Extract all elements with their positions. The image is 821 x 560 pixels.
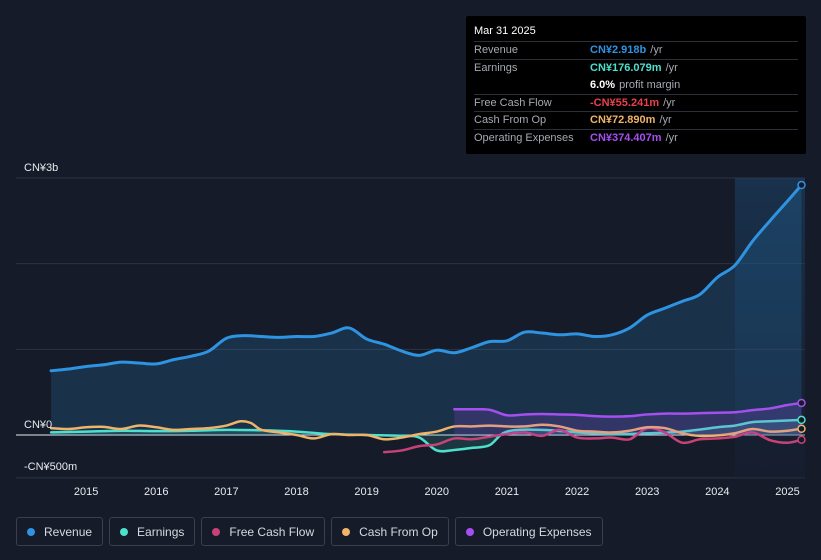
x-tick-label: 2022 xyxy=(565,486,589,498)
revenue-area xyxy=(51,185,802,435)
tooltip-row-label xyxy=(474,77,590,94)
tooltip-row-label: Free Cash Flow xyxy=(474,96,552,109)
operating-expenses-end-point[interactable] xyxy=(797,398,806,408)
x-tick-label: 2023 xyxy=(635,486,659,498)
legend-label: Earnings xyxy=(137,524,185,539)
free-cash-flow-end-point[interactable] xyxy=(797,435,806,444)
recent-period-highlight xyxy=(734,178,805,478)
x-axis-ticks: 2015 2016 2017 2018 2019 2020 2021 2022 2023 2024… xyxy=(74,486,800,498)
tooltip-row-unit: /yr xyxy=(665,131,678,144)
tooltip-row: 6.0% profit margin xyxy=(474,76,798,94)
tooltip-row-label: Operating Expenses xyxy=(474,131,574,144)
legend-dot-icon xyxy=(120,527,129,536)
legend-dot-icon xyxy=(27,527,35,536)
tooltip-row-unit: /yr xyxy=(665,61,678,74)
free-cash-flow-line xyxy=(382,426,803,454)
legend-item-operating-expenses[interactable]: Operating Expenses xyxy=(454,517,603,546)
legend-label: Revenue xyxy=(44,524,93,539)
legend-dot-icon xyxy=(212,527,221,536)
tooltip-row-value: CN¥2.918b xyxy=(590,44,647,56)
tooltip-row: Operating Expenses CN¥374.407m/yr xyxy=(474,128,798,147)
tooltip-row-value: CN¥72.890m xyxy=(590,114,656,126)
tooltip-row-unit: /yr xyxy=(650,44,663,56)
chart-series xyxy=(49,183,803,454)
legend-item-cash-from-op[interactable]: Cash From Op xyxy=(331,517,449,546)
tooltip-row-value: 6.0% xyxy=(590,79,616,91)
legend-label: Free Cash Flow xyxy=(229,524,315,539)
earnings-area xyxy=(51,419,802,452)
tooltip-date: Mar 31 2025 xyxy=(474,25,536,37)
x-tick-label: 2020 xyxy=(425,486,449,498)
legend-dot-icon xyxy=(465,527,474,536)
tooltip-row: Revenue CN¥2.918b/yr xyxy=(474,41,798,59)
y-axis-label-zero: CN¥0 xyxy=(24,419,52,431)
cash-from-op-line xyxy=(49,419,803,441)
data-tooltip: Mar 31 2025 Revenue CN¥2.918b/yr Earnings C… xyxy=(466,16,806,154)
tooltip-row-unit: /yr xyxy=(663,96,676,109)
x-tick-label: 2016 xyxy=(144,486,168,498)
tooltip-row-value: -CN¥55.241m xyxy=(590,96,660,109)
x-tick-label: 2015 xyxy=(74,486,98,498)
x-tick-label: 2019 xyxy=(354,486,378,498)
tooltip-row-label: Cash From Op xyxy=(474,114,547,126)
operating-expenses-line xyxy=(453,401,803,418)
chart-end-markers xyxy=(797,180,806,444)
tooltip-row-label: Earnings xyxy=(474,61,518,74)
revenue-end-point[interactable] xyxy=(797,180,806,190)
x-tick-label: 2024 xyxy=(705,486,729,498)
tooltip-row-label: Revenue xyxy=(474,44,519,56)
y-axis-label-bottom: -CN¥500m xyxy=(24,461,77,473)
x-tick-label: 2021 xyxy=(495,486,519,498)
x-tick-label: 2025 xyxy=(775,486,799,498)
x-tick-label: 2017 xyxy=(214,486,238,498)
legend-item-free-cash-flow[interactable]: Free Cash Flow xyxy=(201,517,326,546)
tooltip-row: Cash From Op CN¥72.890m/yr xyxy=(474,111,798,129)
legend-label: Operating Expenses xyxy=(482,524,592,539)
y-axis-label-top: CN¥3b xyxy=(24,162,58,174)
operating-expenses-area xyxy=(454,402,802,435)
legend-item-revenue[interactable]: Revenue xyxy=(16,517,104,546)
earnings-end-point[interactable] xyxy=(797,415,806,425)
cash-from-op-end-point[interactable] xyxy=(797,424,806,433)
chart-highlight-region xyxy=(734,178,805,478)
tooltip-row: Earnings CN¥176.079m/yr xyxy=(474,58,798,77)
tooltip-row-unit: /yr xyxy=(659,114,672,126)
legend-label: Cash From Op xyxy=(359,524,438,539)
chart-legend: Revenue Earnings Free Cash Flow Cash From O… xyxy=(16,517,603,546)
legend-item-earnings[interactable]: Earnings xyxy=(109,517,196,546)
x-tick-label: 2018 xyxy=(284,486,308,498)
tooltip-row-unit: profit margin xyxy=(619,79,681,91)
revenue-line xyxy=(49,183,803,373)
tooltip-row-value: CN¥374.407m xyxy=(590,131,662,144)
tooltip-row-value: CN¥176.079m xyxy=(590,61,662,74)
legend-dot-icon xyxy=(342,527,351,536)
earnings-line xyxy=(49,418,803,453)
tooltip-row: Free Cash Flow -CN¥55.241m/yr xyxy=(474,93,798,112)
chart-grid xyxy=(16,177,805,479)
